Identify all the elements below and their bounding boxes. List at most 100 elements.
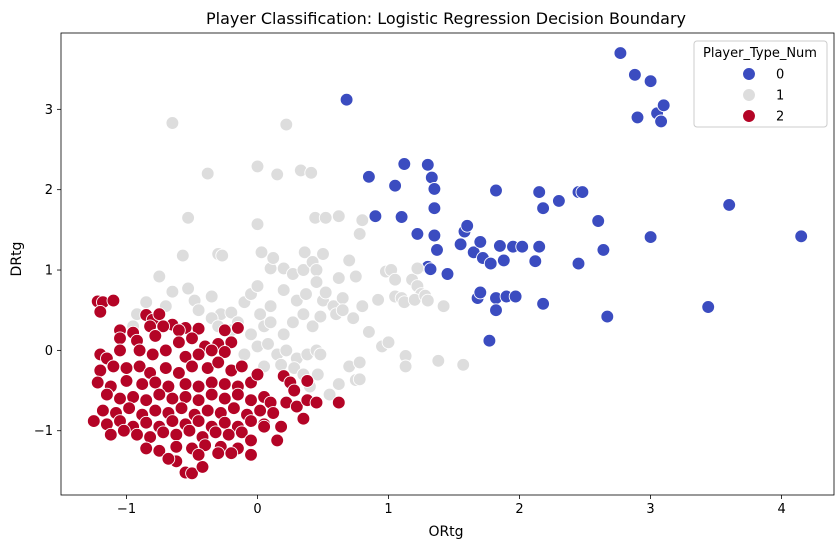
data-point-class-1 [352, 227, 367, 241]
data-point-class-2 [172, 323, 186, 338]
data-point-class-1 [250, 217, 265, 232]
data-point-class-1 [297, 245, 312, 260]
data-point-class-1 [352, 372, 367, 387]
data-point-class-2 [165, 391, 180, 406]
data-point-class-1 [279, 343, 294, 358]
data-point-class-1 [309, 275, 324, 289]
data-point-class-0 [591, 214, 606, 228]
chart-title: Player Classification: Logistic Regressi… [206, 9, 686, 28]
data-point-class-0 [482, 333, 497, 348]
data-point-class-2 [156, 425, 171, 440]
x-tick-label: 0 [253, 502, 261, 517]
data-point-class-2 [204, 375, 219, 390]
data-point-class-1 [276, 283, 291, 297]
data-point-class-1 [313, 309, 328, 324]
data-point-class-0 [596, 243, 611, 257]
legend-marker-1 [742, 88, 756, 102]
data-point-class-2 [130, 427, 144, 442]
data-point-class-2 [217, 415, 232, 430]
data-point-class-2 [200, 403, 215, 418]
data-point-class-2 [93, 304, 108, 319]
data-point-class-0 [453, 237, 468, 252]
data-point-class-0 [528, 254, 543, 269]
data-point-class-2 [287, 383, 302, 398]
x-tick-label: 3 [646, 502, 654, 517]
data-point-class-1 [139, 295, 154, 310]
data-point-class-1 [352, 355, 367, 370]
data-point-class-2 [156, 319, 171, 334]
y-tick-label: 1 [45, 264, 53, 279]
data-point-class-2 [185, 466, 199, 481]
data-point-class-2 [191, 393, 206, 408]
data-point-class-1 [263, 299, 278, 314]
data-point-class-2 [139, 393, 154, 408]
data-point-class-0 [600, 309, 615, 324]
data-point-class-2 [132, 359, 147, 374]
data-point-class-1 [342, 253, 357, 268]
data-point-class-1 [299, 287, 313, 301]
data-point-class-0 [536, 201, 550, 216]
data-point-class-0 [643, 230, 658, 244]
data-point-class-2 [208, 425, 223, 440]
data-point-class-1 [274, 357, 288, 372]
data-point-class-1 [175, 248, 190, 263]
data-point-class-0 [515, 239, 530, 254]
data-point-class-0 [613, 46, 628, 60]
data-point-class-0 [427, 201, 442, 216]
data-point-class-2 [117, 423, 131, 438]
data-point-class-1 [261, 337, 275, 351]
data-point-class-2 [217, 345, 232, 359]
data-point-class-2 [191, 379, 206, 394]
data-point-class-0 [489, 183, 503, 198]
data-point-class-2 [331, 395, 346, 410]
data-point-class-1 [224, 305, 239, 320]
data-point-class-2 [139, 441, 154, 456]
data-point-class-1 [279, 117, 294, 132]
points-layer [86, 46, 809, 481]
data-point-class-1 [165, 116, 180, 130]
data-point-class-0 [388, 178, 402, 193]
data-point-class-1 [204, 289, 219, 304]
data-point-class-2 [113, 331, 127, 346]
data-point-class-2 [217, 391, 232, 406]
data-point-class-1 [254, 245, 269, 260]
data-point-class-2 [191, 347, 206, 362]
data-point-class-2 [148, 375, 163, 390]
data-point-class-0 [440, 267, 455, 281]
data-point-class-1 [346, 311, 361, 326]
data-point-class-1 [253, 307, 267, 322]
data-point-class-0 [368, 209, 383, 224]
data-point-class-1 [318, 285, 333, 300]
y-axis-ticks: −1 0 1 2 3 [34, 103, 61, 439]
legend-marker-0 [742, 67, 756, 81]
data-point-class-2 [172, 335, 186, 350]
data-point-class-2 [200, 361, 215, 375]
data-point-class-0 [508, 289, 523, 304]
data-point-class-0 [532, 185, 547, 199]
data-point-class-1 [200, 166, 215, 181]
x-tick-label: 1 [384, 502, 392, 517]
data-point-class-2 [139, 415, 154, 430]
legend-box [693, 40, 828, 128]
data-point-class-2 [231, 321, 245, 335]
y-tick-label: 2 [45, 183, 53, 198]
data-point-class-1 [181, 281, 195, 296]
plot-frame [60, 32, 835, 496]
data-point-class-1 [263, 315, 278, 330]
data-point-class-1 [152, 269, 167, 284]
data-point-class-1 [381, 335, 396, 350]
data-point-class-2 [169, 439, 184, 454]
data-point-class-2 [169, 427, 184, 442]
data-point-class-2 [119, 374, 134, 388]
data-point-class-2 [224, 446, 239, 461]
data-point-class-0 [630, 110, 645, 125]
data-point-class-2 [274, 419, 288, 434]
x-tick-label: 2 [515, 502, 523, 517]
data-point-class-1 [310, 367, 325, 382]
data-point-class-0 [424, 170, 439, 185]
data-point-class-2 [191, 447, 206, 462]
data-point-class-2 [100, 387, 114, 402]
data-point-class-0 [362, 169, 376, 184]
data-point-class-1 [331, 271, 346, 285]
data-point-class-2 [178, 377, 193, 391]
